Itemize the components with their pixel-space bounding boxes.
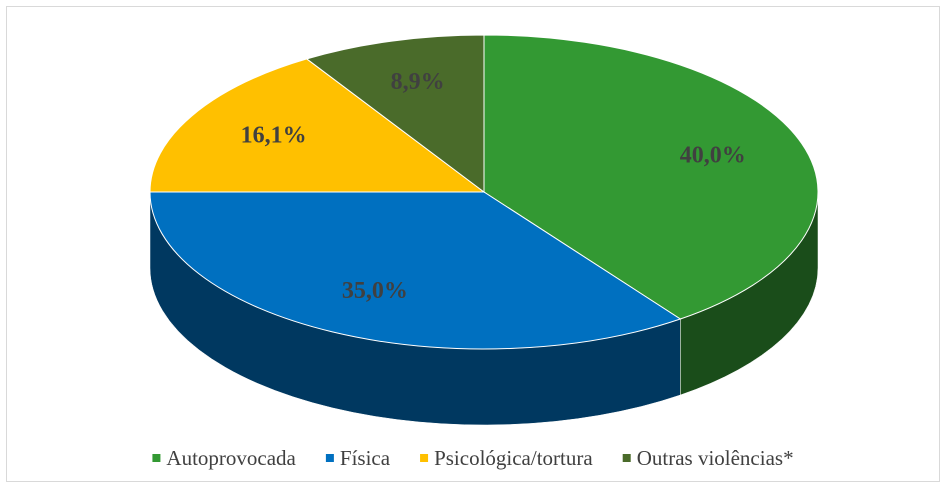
legend-label: Psicológica/tortura bbox=[434, 446, 593, 470]
legend-marker bbox=[420, 454, 429, 462]
data-label: 35,0% bbox=[342, 278, 408, 304]
pie-slice bbox=[149, 191, 682, 350]
legend-marker bbox=[152, 454, 161, 462]
legend-marker bbox=[325, 454, 334, 462]
pie-slice bbox=[149, 58, 486, 193]
data-label: 40,0% bbox=[680, 143, 746, 169]
legend-marker bbox=[622, 454, 631, 462]
pie-slice bbox=[483, 34, 819, 320]
pie-slice bbox=[305, 34, 485, 194]
data-label: 16,1% bbox=[241, 123, 307, 149]
legend-label: Física bbox=[340, 446, 391, 470]
legend-label: Outras violências* bbox=[637, 446, 794, 470]
legend-label: Autoprovocada bbox=[166, 446, 296, 470]
data-label: 8,9% bbox=[391, 69, 445, 95]
